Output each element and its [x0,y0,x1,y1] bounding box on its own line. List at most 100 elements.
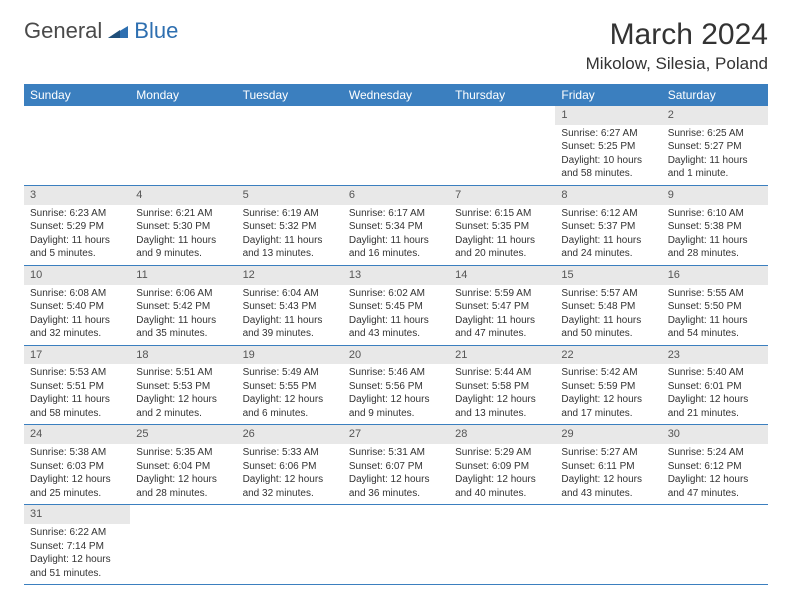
calendar-cell [237,505,343,585]
calendar-body: 1Sunrise: 6:27 AMSunset: 5:25 PMDaylight… [24,106,768,585]
day-number: 7 [449,186,555,205]
day-number: 15 [555,266,661,285]
calendar-cell [130,106,236,185]
sunrise: Sunrise: 5:44 AM [455,366,549,380]
calendar-cell: 5Sunrise: 6:19 AMSunset: 5:32 PMDaylight… [237,185,343,265]
day-body: Sunrise: 5:27 AMSunset: 6:11 PMDaylight:… [555,444,661,504]
daylight: Daylight: 11 hours and 58 minutes. [30,393,124,420]
sunset: Sunset: 5:32 PM [243,220,337,234]
calendar-cell [449,505,555,585]
day-number: 3 [24,186,130,205]
daylight: Daylight: 11 hours and 43 minutes. [349,314,443,341]
calendar-row: 31Sunrise: 6:22 AMSunset: 7:14 PMDayligh… [24,505,768,585]
calendar-cell: 28Sunrise: 5:29 AMSunset: 6:09 PMDayligh… [449,425,555,505]
sunset: Sunset: 5:47 PM [455,300,549,314]
day-number: 5 [237,186,343,205]
sunset: Sunset: 5:51 PM [30,380,124,394]
day-number: 10 [24,266,130,285]
location: Mikolow, Silesia, Poland [586,54,768,74]
sunrise: Sunrise: 6:25 AM [668,127,762,141]
daylight: Daylight: 12 hours and 32 minutes. [243,473,337,500]
day-body: Sunrise: 6:04 AMSunset: 5:43 PMDaylight:… [237,285,343,345]
day-number: 6 [343,186,449,205]
calendar-cell: 31Sunrise: 6:22 AMSunset: 7:14 PMDayligh… [24,505,130,585]
calendar-cell: 13Sunrise: 6:02 AMSunset: 5:45 PMDayligh… [343,265,449,345]
calendar-row: 3Sunrise: 6:23 AMSunset: 5:29 PMDaylight… [24,185,768,265]
calendar-row: 1Sunrise: 6:27 AMSunset: 5:25 PMDaylight… [24,106,768,185]
daylight: Daylight: 11 hours and 13 minutes. [243,234,337,261]
day-number: 1 [555,106,661,125]
sunset: Sunset: 5:59 PM [561,380,655,394]
daylight: Daylight: 12 hours and 13 minutes. [455,393,549,420]
calendar-cell [343,505,449,585]
sunrise: Sunrise: 5:55 AM [668,287,762,301]
calendar-table: Sunday Monday Tuesday Wednesday Thursday… [24,84,768,585]
day-body: Sunrise: 6:15 AMSunset: 5:35 PMDaylight:… [449,205,555,265]
sunrise: Sunrise: 6:06 AM [136,287,230,301]
calendar-cell: 29Sunrise: 5:27 AMSunset: 6:11 PMDayligh… [555,425,661,505]
calendar-cell: 24Sunrise: 5:38 AMSunset: 6:03 PMDayligh… [24,425,130,505]
day-body: Sunrise: 5:24 AMSunset: 6:12 PMDaylight:… [662,444,768,504]
day-body: Sunrise: 6:25 AMSunset: 5:27 PMDaylight:… [662,125,768,185]
logo-text-1: General [24,18,102,44]
sunrise: Sunrise: 5:27 AM [561,446,655,460]
daylight: Daylight: 11 hours and 32 minutes. [30,314,124,341]
sunset: Sunset: 5:29 PM [30,220,124,234]
calendar-cell [24,106,130,185]
day-number: 18 [130,346,236,365]
sunrise: Sunrise: 5:46 AM [349,366,443,380]
daylight: Daylight: 11 hours and 39 minutes. [243,314,337,341]
sunset: Sunset: 5:34 PM [349,220,443,234]
daylight: Daylight: 12 hours and 28 minutes. [136,473,230,500]
daylight: Daylight: 11 hours and 50 minutes. [561,314,655,341]
calendar-cell: 17Sunrise: 5:53 AMSunset: 5:51 PMDayligh… [24,345,130,425]
sunrise: Sunrise: 5:24 AM [668,446,762,460]
sunset: Sunset: 5:58 PM [455,380,549,394]
day-body: Sunrise: 6:27 AMSunset: 5:25 PMDaylight:… [555,125,661,185]
calendar-row: 10Sunrise: 6:08 AMSunset: 5:40 PMDayligh… [24,265,768,345]
day-number: 20 [343,346,449,365]
calendar-row: 17Sunrise: 5:53 AMSunset: 5:51 PMDayligh… [24,345,768,425]
sunrise: Sunrise: 6:27 AM [561,127,655,141]
daylight: Daylight: 11 hours and 54 minutes. [668,314,762,341]
day-number: 19 [237,346,343,365]
calendar-cell: 21Sunrise: 5:44 AMSunset: 5:58 PMDayligh… [449,345,555,425]
daylight: Daylight: 11 hours and 1 minute. [668,154,762,181]
sunset: Sunset: 5:40 PM [30,300,124,314]
calendar-cell: 30Sunrise: 5:24 AMSunset: 6:12 PMDayligh… [662,425,768,505]
day-body: Sunrise: 5:42 AMSunset: 5:59 PMDaylight:… [555,364,661,424]
sunrise: Sunrise: 5:29 AM [455,446,549,460]
sunset: Sunset: 6:12 PM [668,460,762,474]
calendar-cell: 15Sunrise: 5:57 AMSunset: 5:48 PMDayligh… [555,265,661,345]
calendar-cell: 3Sunrise: 6:23 AMSunset: 5:29 PMDaylight… [24,185,130,265]
sunset: Sunset: 5:43 PM [243,300,337,314]
title-block: March 2024 Mikolow, Silesia, Poland [586,18,768,74]
day-number: 30 [662,425,768,444]
daylight: Daylight: 11 hours and 47 minutes. [455,314,549,341]
calendar-cell: 26Sunrise: 5:33 AMSunset: 6:06 PMDayligh… [237,425,343,505]
day-body: Sunrise: 5:31 AMSunset: 6:07 PMDaylight:… [343,444,449,504]
sunrise: Sunrise: 6:10 AM [668,207,762,221]
dayname: Sunday [24,84,130,106]
day-body: Sunrise: 5:55 AMSunset: 5:50 PMDaylight:… [662,285,768,345]
sunset: Sunset: 5:50 PM [668,300,762,314]
day-number: 8 [555,186,661,205]
sunset: Sunset: 6:09 PM [455,460,549,474]
daylight: Daylight: 10 hours and 58 minutes. [561,154,655,181]
daylight: Daylight: 12 hours and 36 minutes. [349,473,443,500]
dayname: Friday [555,84,661,106]
day-body: Sunrise: 6:06 AMSunset: 5:42 PMDaylight:… [130,285,236,345]
sunset: Sunset: 5:42 PM [136,300,230,314]
sunrise: Sunrise: 6:22 AM [30,526,124,540]
sunset: Sunset: 5:48 PM [561,300,655,314]
day-number: 23 [662,346,768,365]
day-body: Sunrise: 5:46 AMSunset: 5:56 PMDaylight:… [343,364,449,424]
calendar-cell [343,106,449,185]
day-body: Sunrise: 6:08 AMSunset: 5:40 PMDaylight:… [24,285,130,345]
sunset: Sunset: 5:27 PM [668,140,762,154]
calendar-cell [130,505,236,585]
daylight: Daylight: 12 hours and 40 minutes. [455,473,549,500]
dayname: Wednesday [343,84,449,106]
day-body: Sunrise: 5:51 AMSunset: 5:53 PMDaylight:… [130,364,236,424]
daylight: Daylight: 11 hours and 24 minutes. [561,234,655,261]
